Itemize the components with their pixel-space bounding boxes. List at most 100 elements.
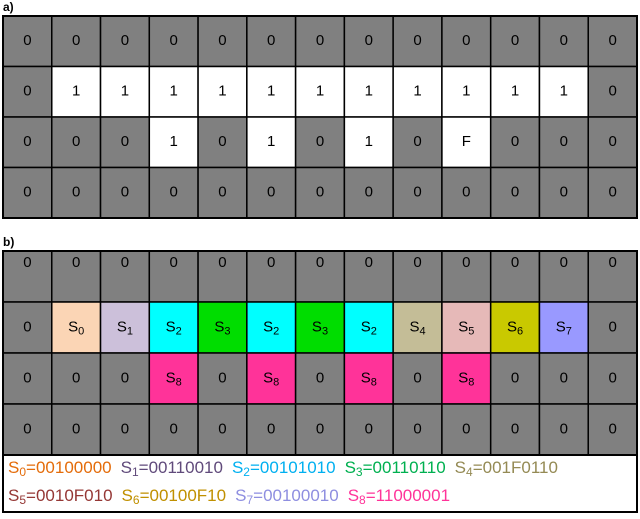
cell-text: 0 [23, 420, 31, 437]
cell-text: 0 [462, 184, 470, 201]
legend-sub: 2 [243, 465, 250, 479]
cell-text: 1 [560, 83, 568, 100]
cell [294, 301, 346, 354]
legend-line: S0=00100000 S1=00110010 S2=00101010 S3=0011… [8, 458, 558, 479]
state-name: S [458, 318, 468, 335]
cell-text: 0 [462, 420, 470, 437]
cell-text: 0 [413, 420, 421, 437]
cell [392, 116, 443, 169]
cell [392, 15, 443, 68]
legend-name: S [235, 486, 246, 505]
cell-text: 0 [511, 420, 519, 437]
cell-text: 0 [560, 133, 568, 150]
cell [489, 250, 541, 303]
cell [197, 15, 248, 68]
cell [148, 301, 199, 354]
legend-sub: 4 [466, 465, 473, 479]
cell [392, 65, 443, 118]
cell [197, 65, 248, 118]
cell-text: 0 [511, 369, 519, 386]
legend-box [2, 454, 638, 513]
cell-text: 1 [365, 133, 373, 150]
state-sub: 5 [468, 325, 474, 337]
state-sub: 2 [273, 325, 279, 337]
cell-text: 1 [511, 83, 519, 100]
cell-text: 0 [23, 32, 31, 49]
cell-text: 0 [23, 184, 31, 201]
cell [392, 403, 443, 456]
legend-code: 00100000 [36, 458, 112, 477]
legend-code: 00100F10 [150, 486, 227, 505]
cell-text: S2 [361, 318, 377, 337]
cell [343, 65, 394, 118]
cell-text: 0 [608, 369, 616, 386]
legend-name: S [232, 458, 243, 477]
legend-code: 00100010 [263, 486, 339, 505]
cell [197, 166, 248, 219]
legend-code: 11000001 [376, 486, 450, 505]
cell-text: S2 [263, 318, 279, 337]
cell-text: 1 [170, 83, 178, 100]
cell-text: S2 [166, 318, 182, 337]
cell-text: S3 [214, 318, 230, 337]
cell-text: 0 [560, 184, 568, 201]
cell-text: 0 [170, 254, 178, 271]
state-sub: 8 [468, 376, 474, 388]
cell-text: 0 [121, 420, 129, 437]
cell [2, 403, 53, 456]
cell-text: 0 [608, 32, 616, 49]
state-name: S [361, 369, 371, 386]
cell-text: 0 [23, 133, 31, 150]
cell-text: 1 [170, 133, 178, 150]
cell-text: 0 [218, 369, 226, 386]
state-name: S [361, 318, 371, 335]
cell-text: 0 [170, 184, 178, 201]
cell [343, 166, 394, 219]
cell-text: S1 [117, 318, 133, 337]
state-sub: 6 [517, 325, 523, 337]
cell-text: 0 [413, 32, 421, 49]
state-name: S [214, 318, 224, 335]
state-sub: 0 [78, 325, 84, 337]
state-sub: 4 [419, 325, 425, 337]
cell [587, 65, 638, 118]
cell-text: 0 [511, 254, 519, 271]
cell-text: 0 [218, 420, 226, 437]
cell-text: 0 [608, 184, 616, 201]
grid-border [2, 250, 638, 456]
legend-sub: 7 [246, 493, 253, 507]
cell-text: S8 [263, 369, 279, 388]
cell [51, 166, 102, 219]
legend-equals: = [250, 458, 260, 477]
panel-label: b) [3, 235, 14, 249]
cell [489, 301, 541, 354]
cell-text: 0 [608, 420, 616, 437]
cell-text: 0 [23, 254, 31, 271]
legend-code: 001F0110 [483, 458, 558, 477]
legend-equals: = [473, 458, 483, 477]
cell-text: 0 [170, 420, 178, 437]
cell [51, 250, 102, 303]
cell [99, 403, 151, 456]
state-sub: 3 [224, 325, 230, 337]
cell-text: S0 [68, 318, 84, 337]
cell-text: 0 [608, 83, 616, 100]
cell [489, 15, 541, 68]
cell [587, 301, 638, 354]
cell-text: 0 [72, 184, 80, 201]
state-sub: 8 [273, 376, 279, 388]
legend-sub: 5 [19, 493, 26, 507]
cell-text: 0 [72, 254, 80, 271]
state-sub: 7 [566, 325, 572, 337]
cell-text: 0 [316, 254, 324, 271]
cell [246, 65, 297, 118]
cell [587, 352, 638, 405]
cell-text: 1 [267, 83, 275, 100]
cell-text: S8 [361, 369, 377, 388]
cell-text: 0 [413, 184, 421, 201]
cell-text: 0 [218, 32, 226, 49]
cell-text: S4 [409, 318, 425, 337]
legend-name: S [8, 486, 19, 505]
panel-label: a) [3, 0, 14, 14]
cell-text: 1 [462, 83, 470, 100]
